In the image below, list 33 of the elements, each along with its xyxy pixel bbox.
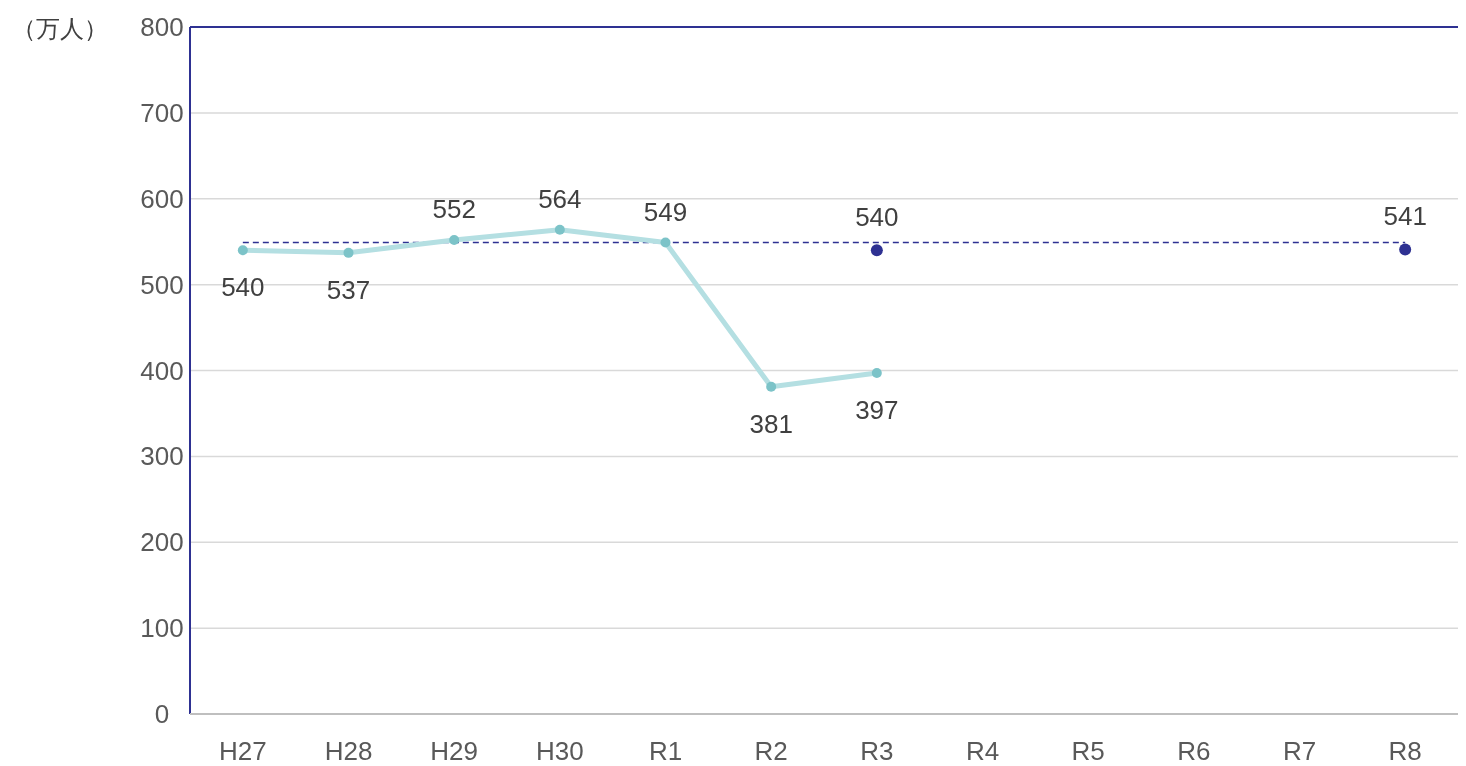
x-tick-label: R1 (648, 736, 683, 766)
point (870, 244, 883, 257)
y-tick-label: 800 (140, 12, 184, 42)
data-label: 564 (538, 183, 582, 214)
x-tick-label: H27 (218, 736, 267, 766)
y-tick-label: 700 (140, 97, 184, 128)
y-tick-label: 600 (140, 183, 184, 214)
data-label: 552 (432, 193, 476, 224)
y-axis-title: （万人） (12, 15, 108, 42)
y-tick-label: 0 (154, 699, 170, 729)
data-label: 549 (643, 196, 688, 227)
data-label: 537 (326, 274, 371, 305)
x-tick-label: R6 (1177, 736, 1211, 766)
x-tick-label: R5 (1071, 736, 1105, 766)
data-label: 381 (749, 408, 793, 439)
x-tick-label: R7 (1282, 736, 1317, 766)
x-tick-label: H29 (430, 736, 479, 766)
y-tick-label: 300 (140, 441, 184, 472)
x-tick-label: H30 (535, 736, 584, 766)
x-tick-label: R2 (754, 736, 788, 766)
data-label: 397 (855, 395, 899, 426)
x-tick-label: R3 (860, 736, 894, 766)
x-tick-label: H28 (324, 736, 373, 766)
point (1399, 243, 1412, 256)
data-label: 540 (221, 272, 265, 303)
y-tick-label: 400 (140, 355, 184, 386)
data-label: 540 (855, 202, 899, 233)
x-tick-label: R8 (1388, 736, 1422, 766)
x-tick-label: R4 (965, 736, 1000, 766)
y-tick-label: 200 (140, 527, 184, 558)
y-tick-label: 100 (140, 613, 184, 644)
y-tick-label: 500 (140, 269, 184, 300)
data-label: 541 (1383, 201, 1427, 232)
